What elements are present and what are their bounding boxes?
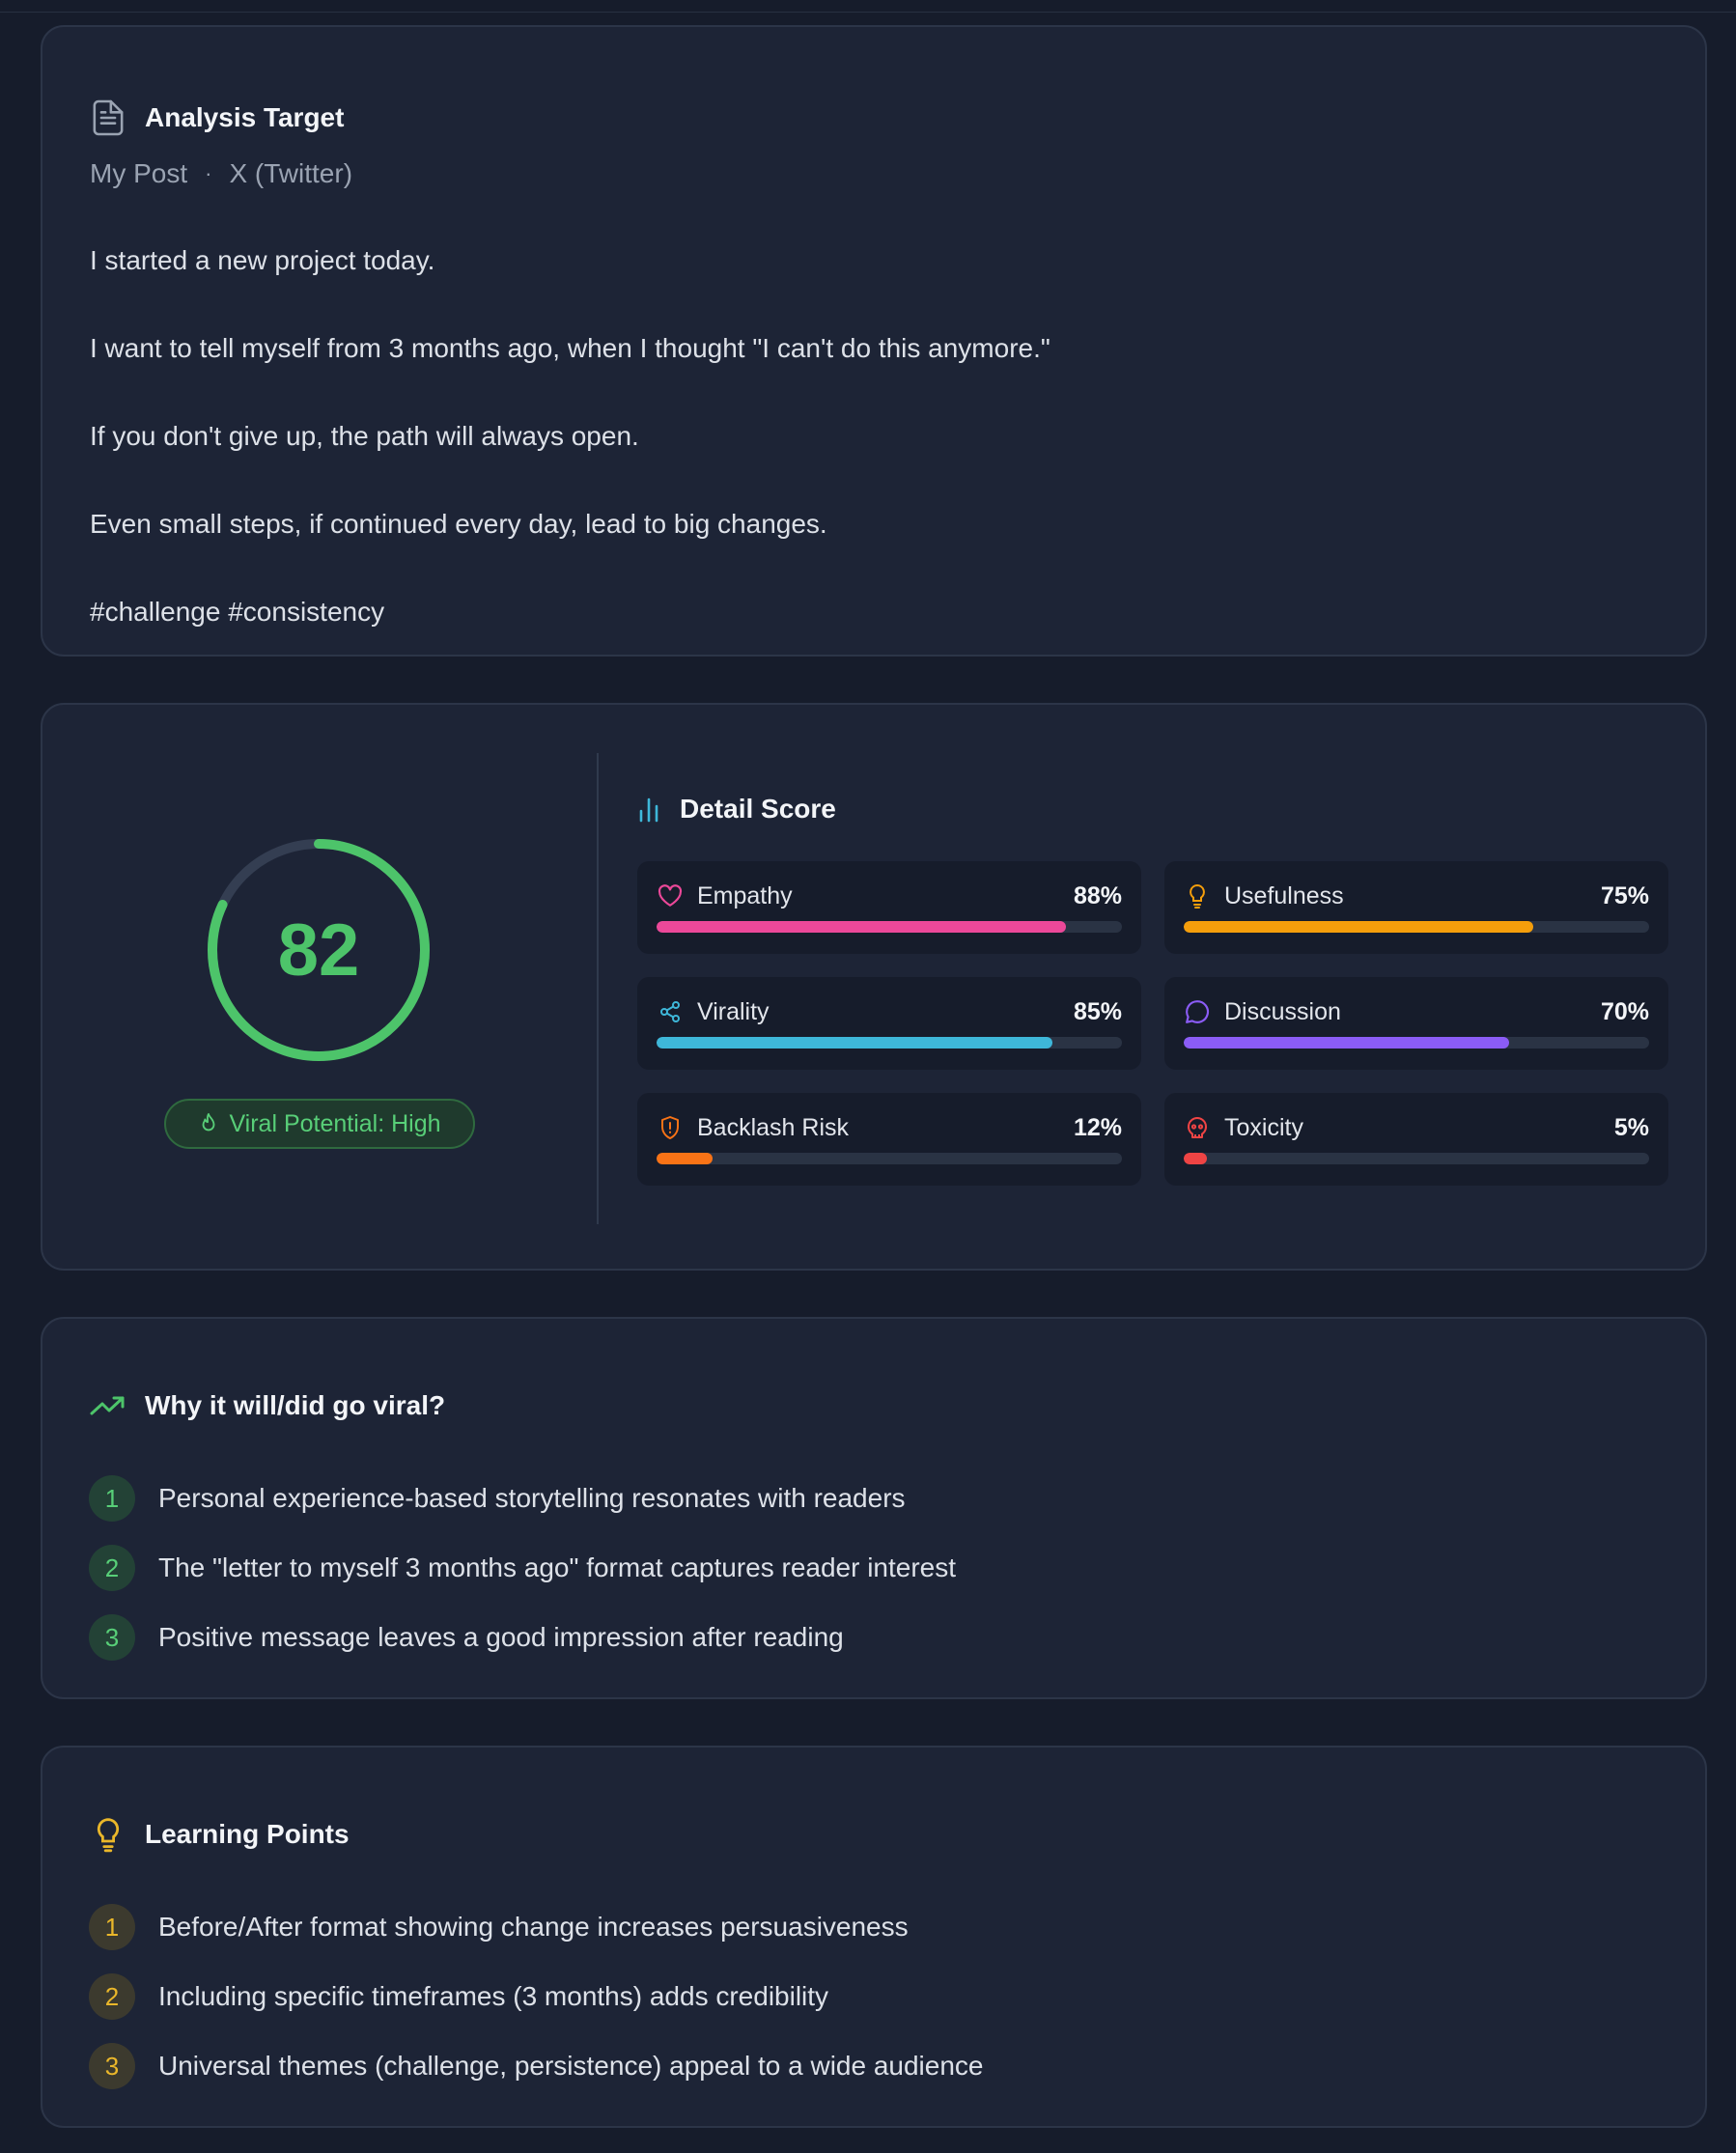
metric-bar bbox=[657, 921, 1067, 933]
metric-value: 88% bbox=[1073, 882, 1122, 909]
document-icon bbox=[89, 98, 127, 137]
metric-label: Toxicity bbox=[1224, 1114, 1303, 1141]
list-item: 3 Universal themes (challenge, persisten… bbox=[89, 2031, 984, 2101]
metric-backlash-risk: Backlash Risk 12% bbox=[637, 1093, 1141, 1186]
item-text: Positive message leaves a good impressio… bbox=[158, 1622, 844, 1652]
post-platform: X (Twitter) bbox=[229, 158, 353, 188]
metric-track bbox=[1184, 1037, 1649, 1049]
top-divider bbox=[0, 12, 1736, 13]
lightbulb-icon bbox=[89, 1815, 127, 1854]
shield-alert-icon bbox=[657, 1114, 684, 1141]
list-item: 1 Before/After format showing change inc… bbox=[89, 1892, 984, 1962]
metric-value: 12% bbox=[1073, 1114, 1122, 1141]
score-ring-arc bbox=[208, 839, 430, 1061]
metric-value: 85% bbox=[1073, 998, 1122, 1025]
analysis-target-card: Analysis Target My Post · X (Twitter) I … bbox=[41, 25, 1707, 657]
metric-virality: Virality 85% bbox=[637, 977, 1141, 1070]
flame-icon bbox=[198, 1112, 219, 1135]
metric-track bbox=[657, 921, 1122, 933]
score-card: 82 Viral Potential: High Detail Score Em… bbox=[41, 703, 1707, 1271]
viral-reasons-title: Why it will/did go viral? bbox=[145, 1390, 446, 1420]
learning-points-title: Learning Points bbox=[145, 1819, 350, 1849]
metric-label: Usefulness bbox=[1224, 882, 1344, 909]
metric-value: 5% bbox=[1613, 1114, 1649, 1141]
item-text: Before/After format showing change incre… bbox=[158, 1912, 909, 1942]
post-line: I want to tell myself from 3 months ago,… bbox=[90, 333, 1050, 363]
item-number: 1 bbox=[89, 1904, 135, 1950]
item-text: Personal experience-based storytelling r… bbox=[158, 1483, 906, 1513]
metric-label: Discussion bbox=[1224, 998, 1341, 1025]
metric-usefulness: Usefulness 75% bbox=[1164, 861, 1668, 954]
metric-empathy: Empathy 88% bbox=[637, 861, 1141, 954]
skull-icon bbox=[1184, 1114, 1211, 1141]
metric-bar bbox=[657, 1153, 713, 1164]
analysis-target-header: Analysis Target bbox=[89, 98, 344, 137]
item-number: 3 bbox=[89, 1614, 135, 1661]
metric-track bbox=[657, 1153, 1122, 1164]
viral-potential-badge: Viral Potential: High bbox=[164, 1099, 475, 1149]
overall-score-ring: 82 bbox=[203, 834, 434, 1066]
metric-label: Virality bbox=[697, 998, 770, 1025]
post-meta: My Post · X (Twitter) bbox=[90, 158, 352, 189]
viral-reasons-list: 1 Personal experience-based storytelling… bbox=[89, 1464, 956, 1672]
learning-points-card: Learning Points 1 Before/After format sh… bbox=[41, 1746, 1707, 2128]
meta-separator: · bbox=[205, 161, 212, 185]
learning-points-header: Learning Points bbox=[89, 1815, 350, 1854]
share-icon bbox=[657, 998, 684, 1025]
metric-label: Backlash Risk bbox=[697, 1114, 849, 1141]
overall-score-value: 82 bbox=[277, 909, 360, 992]
item-text: The "letter to myself 3 months ago" form… bbox=[158, 1552, 957, 1582]
metric-track bbox=[657, 1037, 1122, 1049]
list-item: 2 Including specific timeframes (3 month… bbox=[89, 1962, 984, 2031]
chat-bubble-icon bbox=[1184, 998, 1211, 1025]
post-line: Even small steps, if continued every day… bbox=[90, 509, 827, 539]
list-item: 3 Positive message leaves a good impress… bbox=[89, 1603, 956, 1672]
post-content: I started a new project today. I want to… bbox=[90, 241, 1635, 681]
metric-bar bbox=[657, 1037, 1052, 1049]
post-line: I started a new project today. bbox=[90, 245, 435, 275]
viral-potential-label: Viral Potential: High bbox=[229, 1109, 441, 1137]
item-text: Universal themes (challenge, persistence… bbox=[158, 2051, 984, 2081]
item-number: 3 bbox=[89, 2043, 135, 2089]
viral-reasons-card: Why it will/did go viral? 1 Personal exp… bbox=[41, 1317, 1707, 1699]
heart-icon bbox=[657, 882, 684, 909]
metric-track bbox=[1184, 1153, 1649, 1164]
analysis-target-title: Analysis Target bbox=[145, 102, 345, 132]
bar-chart-icon bbox=[637, 796, 662, 823]
metric-bar bbox=[1184, 1153, 1208, 1164]
list-item: 1 Personal experience-based storytelling… bbox=[89, 1464, 956, 1533]
detail-score-header: Detail Score bbox=[637, 794, 836, 825]
item-number: 2 bbox=[89, 1545, 135, 1591]
metric-track bbox=[1184, 921, 1649, 933]
item-number: 1 bbox=[89, 1475, 135, 1522]
item-number: 2 bbox=[89, 1973, 135, 2020]
post-source: My Post bbox=[90, 158, 188, 188]
metric-bar bbox=[1184, 921, 1533, 933]
trending-up-icon bbox=[89, 1386, 127, 1425]
metric-discussion: Discussion 70% bbox=[1164, 977, 1668, 1070]
viral-reasons-header: Why it will/did go viral? bbox=[89, 1386, 445, 1425]
post-line: If you don't give up, the path will alwa… bbox=[90, 421, 639, 451]
metric-label: Empathy bbox=[697, 882, 793, 909]
metric-toxicity: Toxicity 5% bbox=[1164, 1093, 1668, 1186]
metric-bar bbox=[1184, 1037, 1510, 1049]
learning-points-list: 1 Before/After format showing change inc… bbox=[89, 1892, 984, 2101]
vertical-divider bbox=[597, 753, 599, 1224]
metric-value: 70% bbox=[1600, 998, 1649, 1025]
item-text: Including specific timeframes (3 months)… bbox=[158, 1981, 829, 2011]
detail-score-title: Detail Score bbox=[680, 794, 836, 824]
post-hashtags: #challenge #consistency bbox=[90, 597, 385, 627]
list-item: 2 The "letter to myself 3 months ago" fo… bbox=[89, 1533, 956, 1603]
metric-value: 75% bbox=[1600, 882, 1649, 909]
lightbulb-icon bbox=[1184, 882, 1211, 909]
